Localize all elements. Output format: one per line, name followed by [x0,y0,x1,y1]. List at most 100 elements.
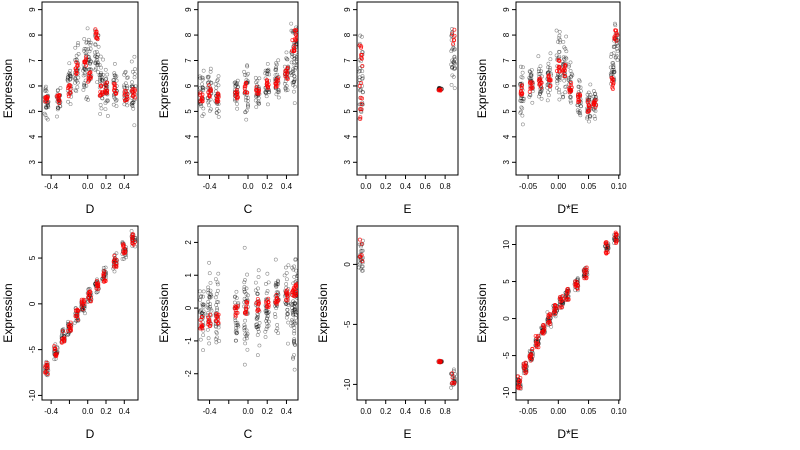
observed-point [358,69,362,73]
panel-bottom-3: 0.0 0.2 0.4 0.6 0.8 -10 -5 0 E Expression [316,225,459,441]
observed-point [214,340,219,345]
observed-point [274,65,279,70]
observed-point [291,80,296,85]
fitted-point [216,92,221,97]
x-tick-label: 0.0 [360,407,372,416]
observed-point [97,73,102,78]
observed-point [199,294,203,299]
observed-point [200,75,204,80]
observed-point [265,72,270,77]
observed-point [264,319,269,323]
observed-point [206,285,210,290]
observed-point [292,307,297,312]
fitted-point [208,86,213,91]
y-tick-label: 10 [502,240,511,249]
y-tick-label: 6 [28,83,37,88]
observed-point [265,316,270,321]
panel-top-right: -0.05 0.00 0.05 0.10 3 4 5 6 7 8 9 D*E Expression [475,1,627,216]
observed-point [95,63,100,67]
observed-point [217,339,222,343]
observed-point [56,105,60,110]
fitted-point [75,317,80,322]
y-tick-label: 0 [502,316,511,321]
observed-point [359,249,364,253]
fitted-point [614,239,619,244]
observed-point [256,324,261,329]
observed-point [43,113,48,118]
observed-point [612,69,617,74]
observed-point [291,69,296,73]
fitted-point [582,276,587,281]
observed-point [611,67,616,72]
observed-point [89,59,94,64]
fitted-point [266,85,271,90]
y-tick-label: 4 [502,134,511,139]
x-tick-label: 0.2 [380,407,392,416]
observed-point [554,28,559,33]
observed-point [242,289,247,294]
observed-point [257,101,261,106]
observed-point [93,54,98,59]
plot-frame [41,225,139,401]
fitted-point [530,80,535,85]
observed-point [256,313,261,318]
observed-point [100,78,105,83]
observed-point [82,83,87,88]
observed-point [611,65,615,70]
observed-point [98,111,103,116]
observed-point [256,327,260,331]
observed-point [289,21,294,26]
observed-point [611,44,616,49]
observed-point [208,302,213,306]
observed-point [521,65,525,70]
y-tick-label: 0 [343,262,352,267]
observed-point [208,304,212,309]
observed-point [265,311,270,315]
observed-point [361,90,365,94]
observed-point [245,331,250,336]
fitted-point [68,90,73,95]
x-tick-label: 0.00 [551,182,567,191]
observed-point [557,74,562,79]
observed-point [89,67,94,72]
observed-point [83,311,87,316]
observed-point [125,84,130,89]
observed-point [254,105,259,109]
observed-point [233,80,238,85]
observed-point [290,265,295,270]
observed-point [200,85,205,90]
observed-point [129,59,134,64]
x-tick-label: -0.4 [44,182,58,191]
fitted-point [45,96,50,101]
fitted-point [266,305,271,310]
observed-point [233,338,238,343]
observed-point [292,78,297,83]
observed-point [123,69,128,74]
observed-point [55,349,60,354]
fitted-point [113,92,118,97]
fitted-point [577,92,582,97]
fitted-point [450,375,455,380]
fitted-point [80,307,85,312]
y-tick-label: -10 [343,378,352,390]
observed-point [75,319,80,323]
observed-point [569,95,573,100]
observed-point [292,74,297,79]
observed-point [274,290,279,295]
observed-point [233,320,238,325]
x-tick-label: -0.4 [203,182,217,191]
plot-marks [357,237,457,390]
fitted-point [199,322,204,327]
fitted-point [215,313,220,318]
observed-point [360,268,365,273]
observed-point [44,104,49,109]
fitted-point [74,60,79,65]
observed-point [213,295,218,300]
fitted-point [569,88,574,93]
observed-point [209,313,213,318]
observed-point [568,69,573,73]
observed-point [255,100,260,105]
observed-point [201,86,206,91]
observed-point [130,101,135,106]
observed-point [452,60,457,65]
